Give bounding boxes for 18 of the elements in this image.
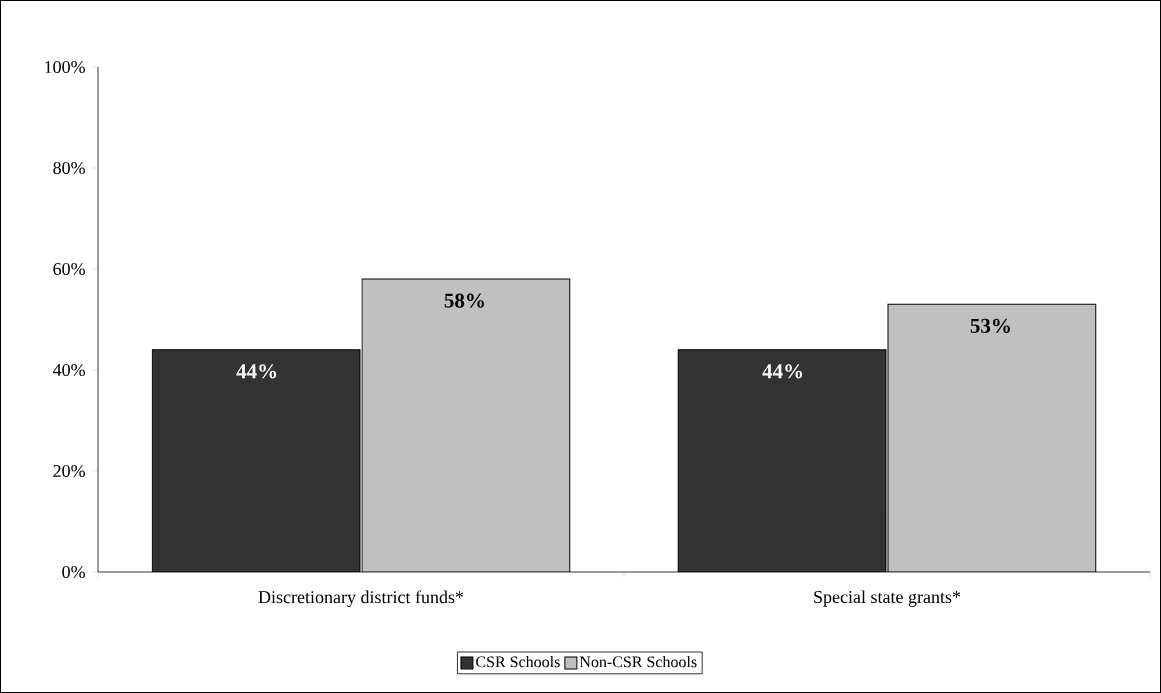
y-tick-label: 80% [53, 161, 85, 175]
y-tick-label: 40% [52, 363, 85, 377]
y-tick-label: 60% [53, 262, 85, 276]
data-label: 44% [762, 364, 803, 379]
data-label: 53% [970, 318, 1010, 333]
bar [887, 303, 1097, 572]
bar [677, 349, 887, 572]
data-label: 58% [444, 293, 484, 308]
bar [152, 349, 360, 572]
data-label: 44% [236, 364, 277, 379]
bar [362, 279, 570, 572]
x-tick-label: Discretionary district funds* [258, 590, 464, 607]
legend-label: Non-CSR Schools [579, 655, 697, 668]
x-tick-label: Special state grants* [814, 590, 961, 607]
y-tick-label: 20% [53, 464, 85, 478]
legend-label: CSR Schools [476, 655, 560, 668]
y-tick-label: 0% [62, 565, 85, 579]
y-tick-label: 100% [45, 60, 85, 74]
